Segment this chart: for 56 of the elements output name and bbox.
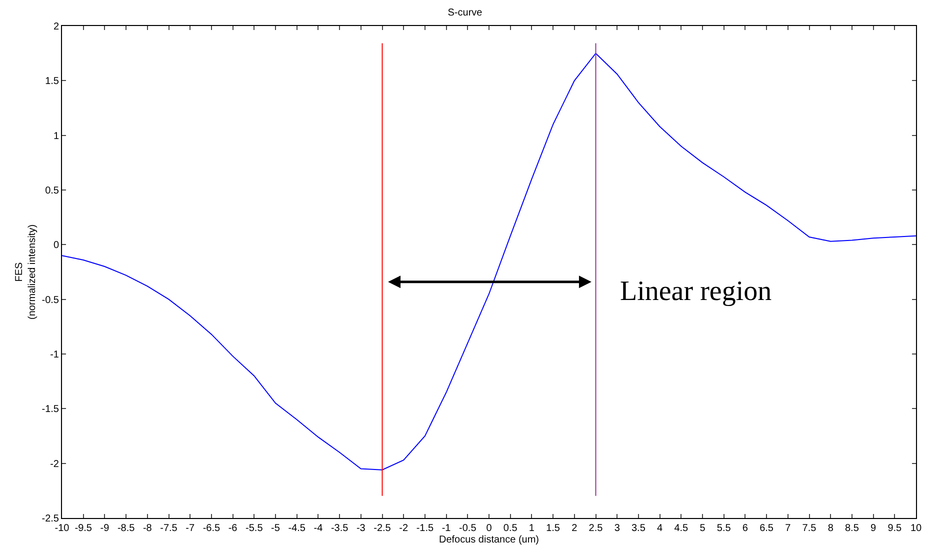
annotation: Linear region: [620, 276, 772, 307]
x-tick-label: -3.5: [330, 523, 349, 534]
x-tick-label: -2: [399, 523, 408, 534]
x-tick-label: -0.5: [459, 523, 477, 534]
y-tick-label: 2: [53, 22, 60, 32]
x-tick-label: 1: [528, 523, 535, 534]
y-tick-label: -2.5: [42, 514, 60, 524]
x-tick-label: 10: [910, 523, 922, 534]
y-tick-label: -2: [50, 458, 60, 470]
x-tick-label: 6.5: [760, 523, 774, 534]
x-tick-label: -7: [186, 523, 195, 534]
x-tick-label: 0: [486, 523, 492, 534]
y-axis-title: FES (normalized intensity): [14, 224, 38, 320]
x-tick-label: 9: [870, 523, 877, 534]
x-tick-label: -9.5: [74, 523, 92, 534]
y-tick-label: -0.5: [42, 294, 60, 306]
y-tick-label: 0: [53, 240, 60, 252]
x-tick-label: -1: [442, 523, 452, 534]
x-tick-label: 1.5: [546, 523, 560, 534]
x-tick-label: 5.5: [716, 523, 732, 534]
y-tick-label: 1.5: [45, 76, 60, 88]
x-axis-title: Defocus distance (um): [438, 534, 540, 546]
x-tick-label: 6: [742, 523, 748, 534]
x-tick-label: 5: [700, 523, 706, 534]
x-tick-label: -5: [271, 523, 280, 534]
x-tick-label: -6: [228, 523, 238, 534]
x-tick-label: 7: [785, 523, 792, 534]
chart-title: S-curve: [448, 7, 483, 18]
x-tick-label: -9: [100, 523, 110, 534]
x-tick-label: -6.5: [202, 523, 221, 534]
x-tick-label: 2.5: [588, 523, 604, 534]
x-tick-label: -3: [356, 523, 366, 534]
x-tick-label: -4: [314, 523, 324, 534]
x-tick-label: 9.5: [888, 523, 902, 534]
x-tick-label: 2: [572, 523, 578, 534]
y-tick-label: -1: [50, 350, 60, 360]
y-tick-label: 0.5: [45, 186, 60, 196]
x-tick-label: -1.5: [416, 523, 434, 534]
x-tick-label: 4.5: [674, 523, 689, 534]
x-tick-label: 7.5: [802, 523, 817, 534]
x-tick-label: -5.5: [246, 523, 264, 534]
x-tick-label: 3: [614, 523, 620, 534]
x-tick-label: -10: [54, 523, 70, 534]
x-tick-label: 4: [657, 523, 664, 534]
x-tick-label: -8: [142, 523, 152, 534]
x-tick-label: 0.5: [503, 523, 518, 534]
x-tick-label: 3.5: [631, 523, 646, 534]
x-tick-label: 8: [828, 523, 834, 534]
y-tick-label: -1.5: [42, 404, 60, 416]
y-tick-label: 1: [53, 130, 60, 142]
x-tick-label: -2.5: [374, 523, 392, 534]
x-tick-label: -4.5: [288, 523, 306, 534]
x-tick-label: -7.5: [160, 523, 178, 534]
x-tick-label: 8.5: [844, 523, 860, 534]
line-series: [62, 52, 916, 470]
x-tick-label: -8.5: [117, 523, 136, 534]
